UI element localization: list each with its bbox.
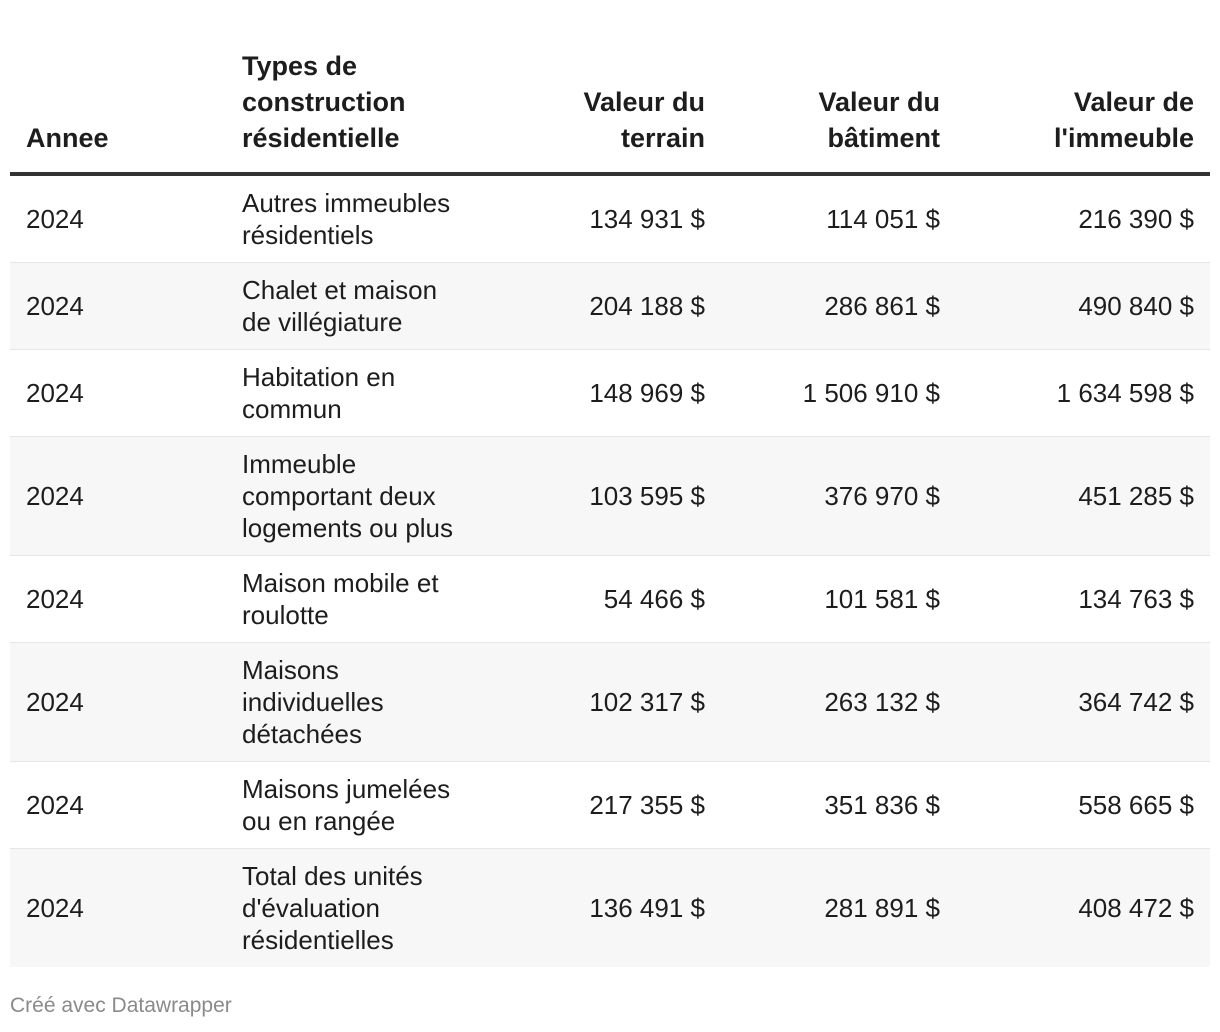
table-row: 2024 Maisons jumelées ou en rangée 217 3… [10,761,1210,849]
cell-property-value: 216 390 $ [956,174,1210,263]
cell-year: 2024 [10,349,226,437]
cell-building-value: 101 581 $ [721,555,956,643]
cell-building-value: 114 051 $ [721,174,956,263]
cell-land-value: 102 317 $ [486,642,721,762]
cell-land-value: 103 595 $ [486,436,721,556]
cell-year: 2024 [10,262,226,350]
cell-type: Chalet et maison de villégiature [226,262,486,350]
cell-type: Habitation en commun [226,349,486,437]
table-row: 2024 Habitation en commun 148 969 $ 1 50… [10,349,1210,437]
cell-property-value: 1 634 598 $ [956,349,1210,437]
table-row: 2024 Immeuble comportant deux logements … [10,436,1210,556]
cell-land-value: 204 188 $ [486,262,721,350]
cell-year: 2024 [10,436,226,556]
cell-year: 2024 [10,174,226,263]
header-type[interactable]: Types de construction résidentielle [226,40,486,176]
cell-property-value: 408 472 $ [956,848,1210,967]
cell-property-value: 364 742 $ [956,642,1210,762]
header-land-value[interactable]: Valeur du terrain [486,40,721,176]
cell-land-value: 148 969 $ [486,349,721,437]
cell-land-value: 217 355 $ [486,761,721,849]
cell-year: 2024 [10,555,226,643]
cell-land-value: 54 466 $ [486,555,721,643]
cell-type: Immeuble comportant deux logements ou pl… [226,436,486,556]
header-year[interactable]: Annee [10,40,226,176]
cell-property-value: 558 665 $ [956,761,1210,849]
cell-building-value: 286 861 $ [721,262,956,350]
cell-type: Total des unités d'évaluation résidentie… [226,848,486,967]
cell-year: 2024 [10,761,226,849]
table-body: 2024 Autres immeubles résidentiels 134 9… [10,174,1210,967]
cell-building-value: 376 970 $ [721,436,956,556]
header-building-value[interactable]: Valeur du bâtiment [721,40,956,176]
cell-land-value: 136 491 $ [486,848,721,967]
table-row: 2024 Chalet et maison de villégiature 20… [10,262,1210,350]
cell-property-value: 451 285 $ [956,436,1210,556]
cell-year: 2024 [10,642,226,762]
table-row: 2024 Total des unités d'évaluation résid… [10,848,1210,967]
table-header: Annee Types de construction résidentiell… [10,40,1210,176]
table-row: 2024 Maisons individuelles détachées 102… [10,642,1210,762]
cell-property-value: 490 840 $ [956,262,1210,350]
cell-type: Autres immeubles résidentiels [226,174,486,263]
header-property-value[interactable]: Valeur de l'immeuble [956,40,1210,176]
table-row: 2024 Autres immeubles résidentiels 134 9… [10,174,1210,263]
cell-building-value: 281 891 $ [721,848,956,967]
header-row: Annee Types de construction résidentiell… [10,40,1210,176]
cell-property-value: 134 763 $ [956,555,1210,643]
cell-year: 2024 [10,848,226,967]
datawrapper-credit[interactable]: Créé avec Datawrapper [10,994,232,1017]
cell-type: Maisons jumelées ou en rangée [226,761,486,849]
cell-type: Maison mobile et roulotte [226,555,486,643]
table-row: 2024 Maison mobile et roulotte 54 466 $ … [10,555,1210,643]
data-table-container: Annee Types de construction résidentiell… [10,40,1210,967]
data-table: Annee Types de construction résidentiell… [10,40,1210,967]
cell-land-value: 134 931 $ [486,174,721,263]
cell-building-value: 1 506 910 $ [721,349,956,437]
cell-building-value: 263 132 $ [721,642,956,762]
cell-building-value: 351 836 $ [721,761,956,849]
cell-type: Maisons individuelles détachées [226,642,486,762]
